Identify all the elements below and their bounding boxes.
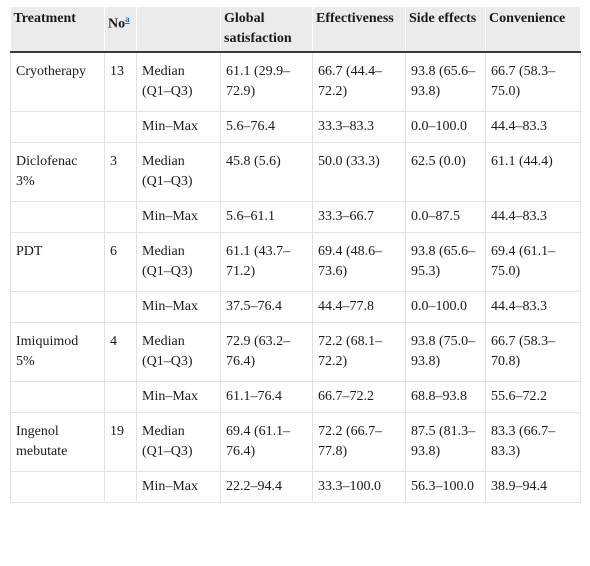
table-body: Cryotherapy 13 Median (Q1–Q3) 61.1 (29.9–72… <box>10 52 581 503</box>
treatment-cell: Ingenol mebutate <box>10 412 105 472</box>
convenience-cell: 66.7 (58.3–70.8) <box>485 322 581 382</box>
side-effects-cell: 0.0–87.5 <box>405 201 486 233</box>
footnote-a-link[interactable]: a <box>125 14 130 24</box>
stat-label: Median (Q1–Q3) <box>136 232 221 292</box>
convenience-cell: 61.1 (44.4) <box>485 142 581 202</box>
header-side-effects: Side effects <box>405 7 486 53</box>
convenience-cell: 83.3 (66.7–83.3) <box>485 412 581 472</box>
treatment-cell <box>10 111 105 143</box>
effectiveness-cell: 66.7–72.2 <box>312 381 406 413</box>
global-satisfaction-cell: 5.6–61.1 <box>220 201 313 233</box>
convenience-cell: 44.4–83.3 <box>485 111 581 143</box>
global-satisfaction-cell: 37.5–76.4 <box>220 291 313 323</box>
table-row: Diclofenac 3% 3 Median (Q1–Q3) 45.8 (5.6) 50… <box>10 142 581 202</box>
treatment-cell <box>10 381 105 413</box>
treatment-cell: Cryotherapy <box>10 52 105 112</box>
header-row: Treatment Noa Global satisfaction Effect… <box>10 7 581 53</box>
effectiveness-cell: 33.3–83.3 <box>312 111 406 143</box>
global-satisfaction-cell: 61.1–76.4 <box>220 381 313 413</box>
side-effects-cell: 0.0–100.0 <box>405 291 486 323</box>
header-global-satisfaction: Global satisfaction <box>220 7 313 53</box>
count-cell <box>104 111 137 143</box>
global-satisfaction-cell: 61.1 (43.7–71.2) <box>220 232 313 292</box>
stat-label: Median (Q1–Q3) <box>136 52 221 112</box>
effectiveness-cell: 72.2 (68.1–72.2) <box>312 322 406 382</box>
global-satisfaction-cell: 22.2–94.4 <box>220 471 313 503</box>
table-row: Min–Max 5.6–76.4 33.3–83.3 0.0–100.0 44.4–83… <box>10 111 581 143</box>
global-satisfaction-cell: 69.4 (61.1–76.4) <box>220 412 313 472</box>
side-effects-cell: 0.0–100.0 <box>405 111 486 143</box>
table-row: Ingenol mebutate 19 Median (Q1–Q3) 69.4 (61… <box>10 412 581 472</box>
treatment-cell: Diclofenac 3% <box>10 142 105 202</box>
table-row: Imiquimod 5% 4 Median (Q1–Q3) 72.9 (63.2–76… <box>10 322 581 382</box>
count-cell <box>104 201 137 233</box>
side-effects-cell: 56.3–100.0 <box>405 471 486 503</box>
treatment-cell: Imiquimod 5% <box>10 322 105 382</box>
convenience-cell: 66.7 (58.3–75.0) <box>485 52 581 112</box>
effectiveness-cell: 44.4–77.8 <box>312 291 406 323</box>
effectiveness-cell: 50.0 (33.3) <box>312 142 406 202</box>
side-effects-cell: 87.5 (81.3–93.8) <box>405 412 486 472</box>
treatment-cell <box>10 291 105 323</box>
effectiveness-cell: 33.3–66.7 <box>312 201 406 233</box>
convenience-cell: 38.9–94.4 <box>485 471 581 503</box>
convenience-cell: 44.4–83.3 <box>485 291 581 323</box>
stat-label: Min–Max <box>136 381 221 413</box>
table-row: Min–Max 61.1–76.4 66.7–72.2 68.8–93.8 55.6–7… <box>10 381 581 413</box>
header-no: Noa <box>104 7 137 53</box>
convenience-cell: 44.4–83.3 <box>485 201 581 233</box>
table-row: Cryotherapy 13 Median (Q1–Q3) 61.1 (29.9–72… <box>10 52 581 112</box>
side-effects-cell: 68.8–93.8 <box>405 381 486 413</box>
treatment-cell: PDT <box>10 232 105 292</box>
count-cell <box>104 381 137 413</box>
header-no-label: No <box>108 16 126 32</box>
convenience-cell: 55.6–72.2 <box>485 381 581 413</box>
stat-label: Median (Q1–Q3) <box>136 142 221 202</box>
treatment-cell <box>10 201 105 233</box>
count-cell: 13 <box>104 52 137 112</box>
effectiveness-cell: 69.4 (48.6–73.6) <box>312 232 406 292</box>
count-cell: 19 <box>104 412 137 472</box>
count-cell: 3 <box>104 142 137 202</box>
stat-label: Min–Max <box>136 291 221 323</box>
count-cell: 6 <box>104 232 137 292</box>
table-row: Min–Max 37.5–76.4 44.4–77.8 0.0–100.0 44.4–8… <box>10 291 581 323</box>
satisfaction-table: Treatment Noa Global satisfaction Effect… <box>10 7 581 503</box>
header-effectiveness: Effectiveness <box>312 7 406 53</box>
stat-label: Min–Max <box>136 111 221 143</box>
table-row: PDT 6 Median (Q1–Q3) 61.1 (43.7–71.2) 69.4 (… <box>10 232 581 292</box>
count-cell <box>104 471 137 503</box>
header-stat <box>136 7 221 53</box>
side-effects-cell: 93.8 (65.6–93.8) <box>405 52 486 112</box>
convenience-cell: 69.4 (61.1–75.0) <box>485 232 581 292</box>
effectiveness-cell: 72.2 (66.7–77.8) <box>312 412 406 472</box>
count-cell: 4 <box>104 322 137 382</box>
treatment-cell <box>10 471 105 503</box>
stat-label: Median (Q1–Q3) <box>136 412 221 472</box>
count-cell <box>104 291 137 323</box>
global-satisfaction-cell: 61.1 (29.9–72.9) <box>220 52 313 112</box>
table-row: Min–Max 22.2–94.4 33.3–100.0 56.3–100.0 38.9… <box>10 471 581 503</box>
global-satisfaction-cell: 5.6–76.4 <box>220 111 313 143</box>
global-satisfaction-cell: 45.8 (5.6) <box>220 142 313 202</box>
stat-label: Min–Max <box>136 201 221 233</box>
effectiveness-cell: 66.7 (44.4–72.2) <box>312 52 406 112</box>
table-row: Min–Max 5.6–61.1 33.3–66.7 0.0–87.5 44.4–83.… <box>10 201 581 233</box>
side-effects-cell: 93.8 (65.6–95.3) <box>405 232 486 292</box>
side-effects-cell: 93.8 (75.0–93.8) <box>405 322 486 382</box>
effectiveness-cell: 33.3–100.0 <box>312 471 406 503</box>
header-convenience: Convenience <box>485 7 581 53</box>
side-effects-cell: 62.5 (0.0) <box>405 142 486 202</box>
global-satisfaction-cell: 72.9 (63.2–76.4) <box>220 322 313 382</box>
stat-label: Median (Q1–Q3) <box>136 322 221 382</box>
header-treatment: Treatment <box>10 7 105 53</box>
stat-label: Min–Max <box>136 471 221 503</box>
